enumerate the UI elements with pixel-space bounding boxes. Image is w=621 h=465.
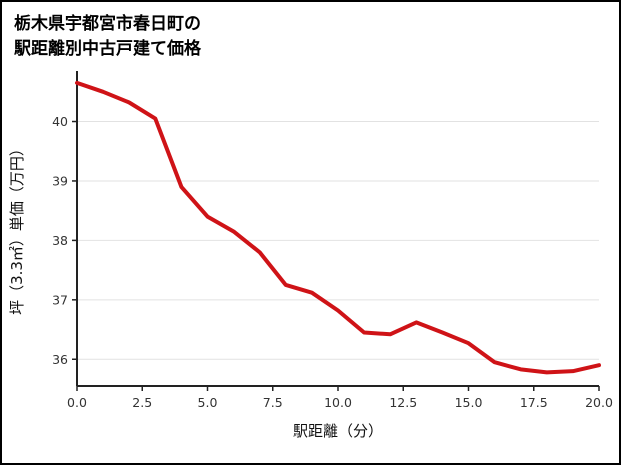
x-axis-title: 駅距離（分） <box>293 422 383 440</box>
x-tick-label: 2.5 <box>132 395 152 410</box>
y-tick-label: 40 <box>52 114 68 129</box>
x-tick-label: 10.0 <box>324 395 352 410</box>
chart-title: 栃木県宇都宮市春日町の 駅距離別中古戸建て価格 <box>14 14 201 59</box>
price-line <box>75 81 601 375</box>
y-tick-label: 38 <box>52 233 68 248</box>
y-tick-label: 39 <box>52 174 68 189</box>
y-tick-label: 36 <box>52 352 68 367</box>
y-tick-label: 37 <box>52 293 68 308</box>
x-tick-label: 7.5 <box>263 395 283 410</box>
x-tick-label: 5.0 <box>198 395 218 410</box>
line-chart: 36 37 38 39 40 0.0 2.5 5.0 7.5 10.0 12.5 15.0 17.5 20… <box>8 71 613 440</box>
x-tick-label: 0.0 <box>67 395 87 410</box>
plot-area: 36 37 38 39 40 0.0 2.5 5.0 7.5 10.0 12.5 15.0 17.5 20… <box>52 71 613 410</box>
y-axis-title: 坪（3.3㎡）単価（万円） <box>8 141 26 315</box>
x-tick-label: 17.5 <box>520 395 548 410</box>
x-tick-label: 15.0 <box>455 395 483 410</box>
x-tick-label: 20.0 <box>585 395 613 410</box>
x-tick-label: 12.5 <box>389 395 417 410</box>
